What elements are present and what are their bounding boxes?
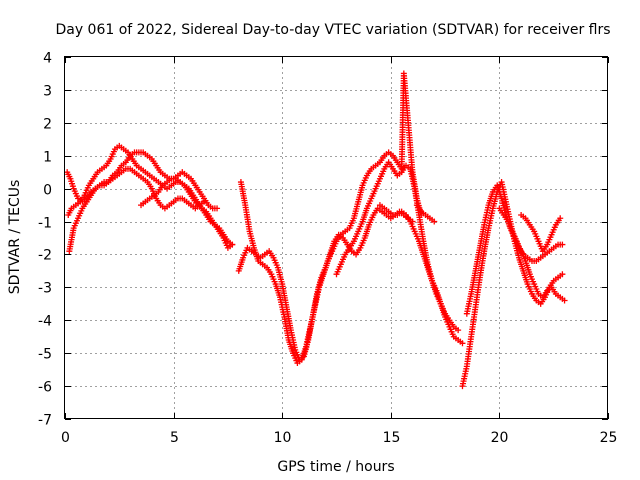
y-tick-label: 3: [43, 84, 52, 100]
y-tick-label: -3: [38, 281, 52, 297]
series-track-k: [463, 182, 566, 317]
x-tick-label: 5: [170, 430, 179, 446]
series-track-e: [235, 205, 416, 363]
data-marks: [64, 70, 568, 390]
data-point: [561, 297, 568, 304]
series-track-j: [459, 179, 566, 390]
data-point: [455, 327, 462, 334]
axis-ticks: [65, 57, 609, 420]
y-tick-label: 4: [43, 51, 52, 67]
x-tick-label: 0: [61, 430, 70, 446]
data-point: [559, 271, 566, 278]
x-tick-label: 15: [383, 430, 401, 446]
data-point: [431, 218, 438, 225]
y-tick-label: -4: [38, 314, 52, 330]
data-point: [214, 205, 221, 212]
series-track-h: [376, 202, 466, 347]
series-track-i: [413, 202, 438, 225]
y-tick-label: -5: [38, 347, 52, 363]
y-tick-label: -2: [38, 248, 52, 264]
y-axis-label: SDTVAR / TECUs: [7, 180, 23, 295]
series-track-d: [138, 175, 236, 251]
x-tick-label: 20: [491, 430, 509, 446]
y-tick-label: 0: [43, 183, 52, 199]
plot-frame: [64, 56, 608, 419]
chart-title: Day 061 of 2022, Sidereal Day-to-day VTE…: [55, 22, 610, 38]
data-point: [557, 215, 564, 222]
series-track-c: [66, 165, 208, 255]
x-axis-tick-labels: 0 5 10 15 20 25: [61, 430, 617, 446]
data-point: [229, 241, 236, 248]
series-track-m: [518, 211, 564, 255]
x-axis-label: GPS time / hours: [277, 459, 394, 475]
y-axis-tick-labels: -7 -6 -5 -4 -3 -2 -1 0 1 2 3 4: [38, 51, 52, 429]
y-tick-label: 1: [43, 150, 52, 166]
x-tick-label: 10: [274, 430, 292, 446]
y-tick-label: -1: [38, 216, 52, 232]
grid-lines: [65, 57, 608, 419]
y-tick-label: -7: [38, 413, 52, 429]
x-tick-label: 25: [600, 430, 618, 446]
y-tick-label: -6: [38, 380, 52, 396]
series-track-f: [237, 70, 425, 367]
data-point: [559, 241, 566, 248]
data-point: [201, 198, 208, 205]
series-track-l: [496, 205, 568, 304]
data-point: [459, 340, 466, 347]
y-tick-label: 2: [43, 117, 52, 133]
